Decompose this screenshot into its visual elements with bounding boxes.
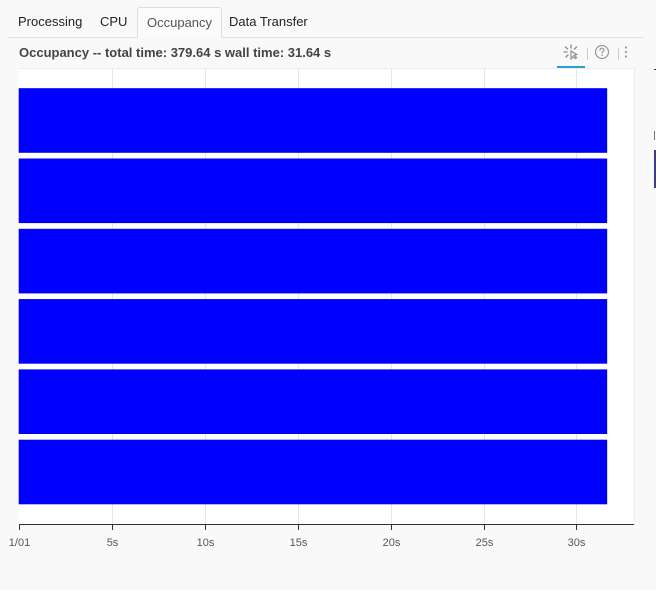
x-tick-label: 20s: [383, 537, 401, 549]
tab-processing[interactable]: Processing: [18, 14, 83, 29]
x-tick-label: 5s: [107, 537, 119, 549]
more-options-icon: [623, 45, 629, 64]
x-tick-label: 30s: [568, 537, 586, 549]
x-tick-label: 15s: [290, 537, 308, 549]
tab-data-transfer[interactable]: Data Transfer: [229, 14, 308, 29]
x-tick-label: 25s: [476, 537, 494, 549]
selection-tool-button[interactable]: [557, 43, 585, 68]
selection-icon: [563, 44, 579, 65]
help-button[interactable]: [588, 43, 616, 66]
panel-title: Occupancy -- total time: 379.64 s wall t…: [19, 45, 332, 60]
adjacent-panel-edge: [654, 69, 656, 70]
tab-cpu[interactable]: CPU: [100, 14, 128, 29]
x-tick-label: 1/01: [9, 537, 30, 549]
chart-toolbar: [557, 43, 640, 68]
help-icon: [594, 44, 610, 65]
tab-occupancy[interactable]: Occupancy: [137, 7, 223, 38]
occupancy-bar[interactable]: [18, 369, 608, 435]
adjacent-panel-edge: [654, 131, 655, 140]
occupancy-bar[interactable]: [18, 88, 608, 153]
x-tick-label: 10s: [197, 537, 215, 549]
adjacent-panel-edge: [654, 150, 656, 188]
occupancy-bar[interactable]: [18, 299, 608, 364]
occupancy-bar[interactable]: [18, 439, 608, 505]
occupancy-bar[interactable]: [18, 228, 608, 294]
more-options-button[interactable]: [612, 43, 640, 66]
tab-bar: Processing CPU Occupancy Data Transfer: [8, 7, 644, 38]
occupancy-bar[interactable]: [18, 158, 608, 224]
